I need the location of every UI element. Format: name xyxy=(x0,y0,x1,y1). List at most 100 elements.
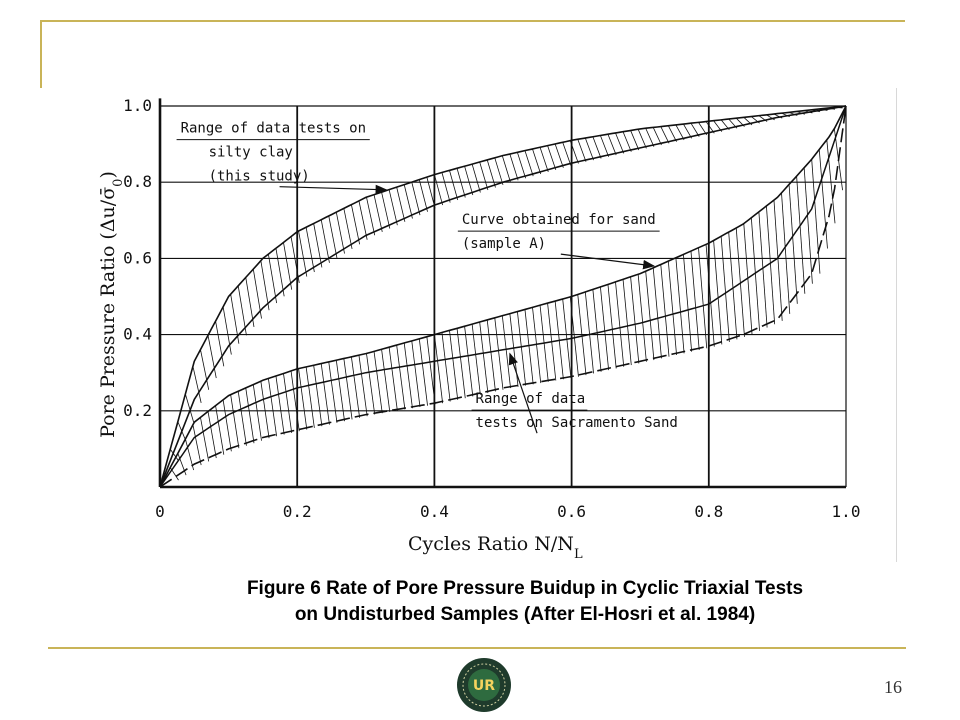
band-hatch-line xyxy=(396,187,406,222)
band-hatch-line xyxy=(766,205,776,325)
band-hatch-line xyxy=(192,366,202,403)
band-hatch-line xyxy=(388,347,398,411)
annotation-text: (sample A) xyxy=(462,236,546,252)
band-hatch-line xyxy=(328,361,338,423)
band-hatch-line xyxy=(471,324,481,395)
band-hatch-line xyxy=(584,137,594,161)
band-hatch-line xyxy=(418,179,428,212)
band-lower-boundary xyxy=(159,105,847,488)
band-hatch-line xyxy=(690,123,700,137)
band-hatch-line xyxy=(494,317,504,390)
band-hatch-line xyxy=(834,106,843,109)
band-hatch-line xyxy=(592,289,602,372)
band-hatch-line xyxy=(313,223,323,268)
band-hatch-line xyxy=(615,132,625,154)
annotation-text: silty clay xyxy=(209,145,293,161)
band-hatch-line xyxy=(509,153,519,181)
university-seal-icon: UR xyxy=(457,658,511,712)
annotation-layer: Range of data tests on silty clay (this st… xyxy=(176,121,678,434)
band-hatch-line xyxy=(735,117,745,127)
band-hatch-line xyxy=(652,267,662,359)
band-hatch-line xyxy=(267,378,278,437)
band-hatch-line xyxy=(200,417,210,462)
pore-pressure-chart: Range of data tests on silty clay (this st… xyxy=(97,96,860,562)
band-hatch-line xyxy=(471,163,481,193)
band-hatch-line xyxy=(569,296,579,377)
x-tick-label: 0.4 xyxy=(420,502,449,521)
band-hatch-line xyxy=(456,328,466,399)
band-hatch-line xyxy=(411,340,421,408)
x-tick-label: 0 xyxy=(155,502,165,521)
band-upper-boundary xyxy=(159,105,847,488)
x-tick-label: 1.0 xyxy=(832,502,861,521)
band-hatch-line xyxy=(237,391,247,446)
y-tick-label: 0.8 xyxy=(123,172,152,191)
band-hatch-line xyxy=(335,360,345,422)
band-hatch-line xyxy=(569,140,579,164)
band-hatch-line xyxy=(252,269,262,319)
x-tick-label: 0.2 xyxy=(283,502,312,521)
band-hatch-line xyxy=(215,321,225,367)
band-hatch-line xyxy=(275,375,285,435)
band-hatch-line xyxy=(600,135,610,157)
y-tick-label: 1.0 xyxy=(123,96,152,115)
band-hatch-line xyxy=(577,294,587,376)
band-hatch-line xyxy=(781,112,790,118)
band-hatch-line xyxy=(464,326,474,397)
band-hatch-line xyxy=(517,311,527,386)
band-hatch-line xyxy=(751,116,760,124)
band-hatch-line xyxy=(434,174,444,206)
band-hatch-line xyxy=(298,368,308,430)
y-tick-label: 0.4 xyxy=(123,325,152,344)
band-hatch-line xyxy=(773,113,783,119)
band-hatch-line xyxy=(705,121,715,134)
band-hatch-line xyxy=(230,294,240,344)
band-hatch-line xyxy=(350,356,361,418)
band-hatch-line xyxy=(584,291,594,374)
band-hatch-line xyxy=(532,148,542,175)
x-tick-label: 0.6 xyxy=(557,502,586,521)
band-upper-boundary xyxy=(159,105,847,488)
band-hatch-line xyxy=(811,109,821,113)
band-hatch-line xyxy=(351,204,361,245)
band-hatch-line xyxy=(260,381,270,439)
band-lower-boundary xyxy=(159,105,847,488)
x-axis-label: Cycles Ratio N/NL xyxy=(408,533,583,562)
band-hatch-line xyxy=(328,215,338,259)
band-hatch-line xyxy=(366,197,376,236)
band-hatch-line xyxy=(298,230,308,277)
band-hatch-line xyxy=(305,366,315,428)
band-hatch-line xyxy=(637,129,647,149)
annotation-text: Range of data xyxy=(476,391,586,407)
band-hatch-line xyxy=(305,227,315,273)
band-hatch-line xyxy=(607,134,617,156)
band-hatch-line xyxy=(750,217,760,331)
sand-sample-a-curve xyxy=(159,105,847,488)
y-axis-label-close: ) xyxy=(97,171,119,178)
band-hatch-line xyxy=(494,157,504,186)
band-hatch-line xyxy=(396,345,406,410)
band-hatch-line xyxy=(449,170,459,201)
band-hatch-line xyxy=(177,421,187,442)
band-hatch-line xyxy=(381,349,391,413)
band-hatch-line xyxy=(781,192,791,314)
logo-text: UR xyxy=(473,678,495,694)
band-hatch-line xyxy=(652,127,662,146)
band-layer xyxy=(159,105,847,488)
band-hatch-line xyxy=(252,384,262,441)
band-hatch-line xyxy=(441,332,451,402)
band-hatch-line xyxy=(358,355,368,417)
band-hatch-line xyxy=(667,261,677,356)
band-hatch-line xyxy=(804,110,813,114)
annotation-arrow xyxy=(560,253,656,270)
band-hatch-line xyxy=(207,411,217,459)
band-hatch-line xyxy=(479,161,489,191)
y-tick-label: 0.2 xyxy=(123,401,152,420)
band-hatch-line xyxy=(675,257,685,354)
band-hatch-line xyxy=(637,274,647,362)
annotation-text: Curve obtained for sand xyxy=(462,212,656,228)
band-hatch-line xyxy=(766,114,775,121)
y-axis-label-subscript: 0 xyxy=(111,179,126,187)
band-hatch-line xyxy=(434,334,444,404)
tick-label-layer: 0 0.2 0.4 0.6 0.8 1.0 0.2 0.4 0.6 0.8 1.0 xyxy=(123,96,860,521)
